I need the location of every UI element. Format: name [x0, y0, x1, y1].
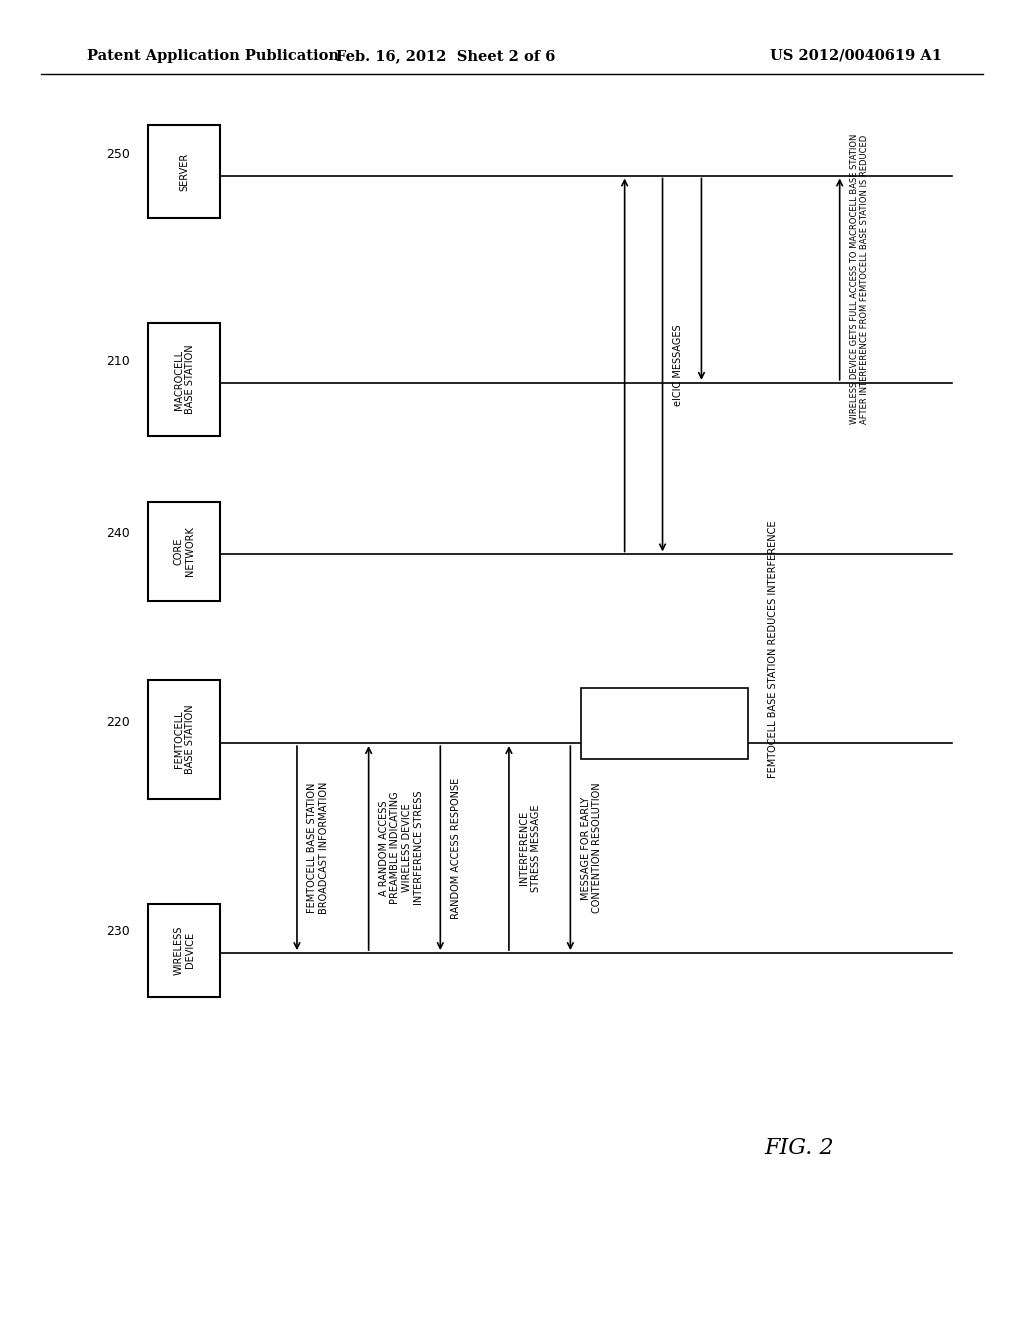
Text: 240: 240 [106, 527, 130, 540]
Text: Patent Application Publication: Patent Application Publication [87, 49, 339, 63]
Text: WIRELESS
DEVICE: WIRELESS DEVICE [173, 925, 196, 975]
Text: FEMTOCELL BASE STATION REDUCES INTERFERENCE: FEMTOCELL BASE STATION REDUCES INTERFERE… [768, 520, 778, 777]
Text: CORE
NETWORK: CORE NETWORK [173, 527, 196, 576]
Text: WIRELESS DEVICE GETS FULL ACCESS TO MACROCELL BASE STATION
AFTER INTERFERENCE FR: WIRELESS DEVICE GETS FULL ACCESS TO MACR… [850, 135, 869, 424]
Text: 230: 230 [106, 925, 130, 939]
Text: FEMTOCELL BASE STATION
BROADCAST INFORMATION: FEMTOCELL BASE STATION BROADCAST INFORMA… [307, 781, 329, 915]
Text: 250: 250 [106, 148, 130, 161]
Text: 210: 210 [106, 355, 130, 368]
Text: MESSAGE FOR EARLY
CONTENTION RESOLUTION: MESSAGE FOR EARLY CONTENTION RESOLUTION [581, 783, 602, 913]
Bar [148, 680, 220, 799]
Bar [148, 323, 220, 436]
Bar [148, 502, 220, 601]
Text: INTERFERENCE
STRESS MESSAGE: INTERFERENCE STRESS MESSAGE [519, 804, 541, 892]
Text: eICIC MESSAGES: eICIC MESSAGES [674, 325, 683, 405]
Text: MACROCELL
BASE STATION: MACROCELL BASE STATION [173, 345, 196, 414]
Bar [581, 688, 748, 759]
Bar [148, 125, 220, 218]
Text: SERVER: SERVER [179, 153, 189, 190]
Text: Feb. 16, 2012  Sheet 2 of 6: Feb. 16, 2012 Sheet 2 of 6 [336, 49, 555, 63]
Text: US 2012/0040619 A1: US 2012/0040619 A1 [770, 49, 942, 63]
Text: FIG. 2: FIG. 2 [764, 1138, 834, 1159]
Text: FEMTOCELL
BASE STATION: FEMTOCELL BASE STATION [173, 705, 196, 774]
Text: 220: 220 [106, 715, 130, 729]
Text: RANDOM ACCESS RESPONSE: RANDOM ACCESS RESPONSE [451, 777, 461, 919]
Text: A RANDOM ACCESS
PREAMBLE INDICATING
WIRELESS DEVICE
INTERFERENCE STRESS: A RANDOM ACCESS PREAMBLE INDICATING WIRE… [379, 791, 424, 906]
Bar [148, 904, 220, 997]
